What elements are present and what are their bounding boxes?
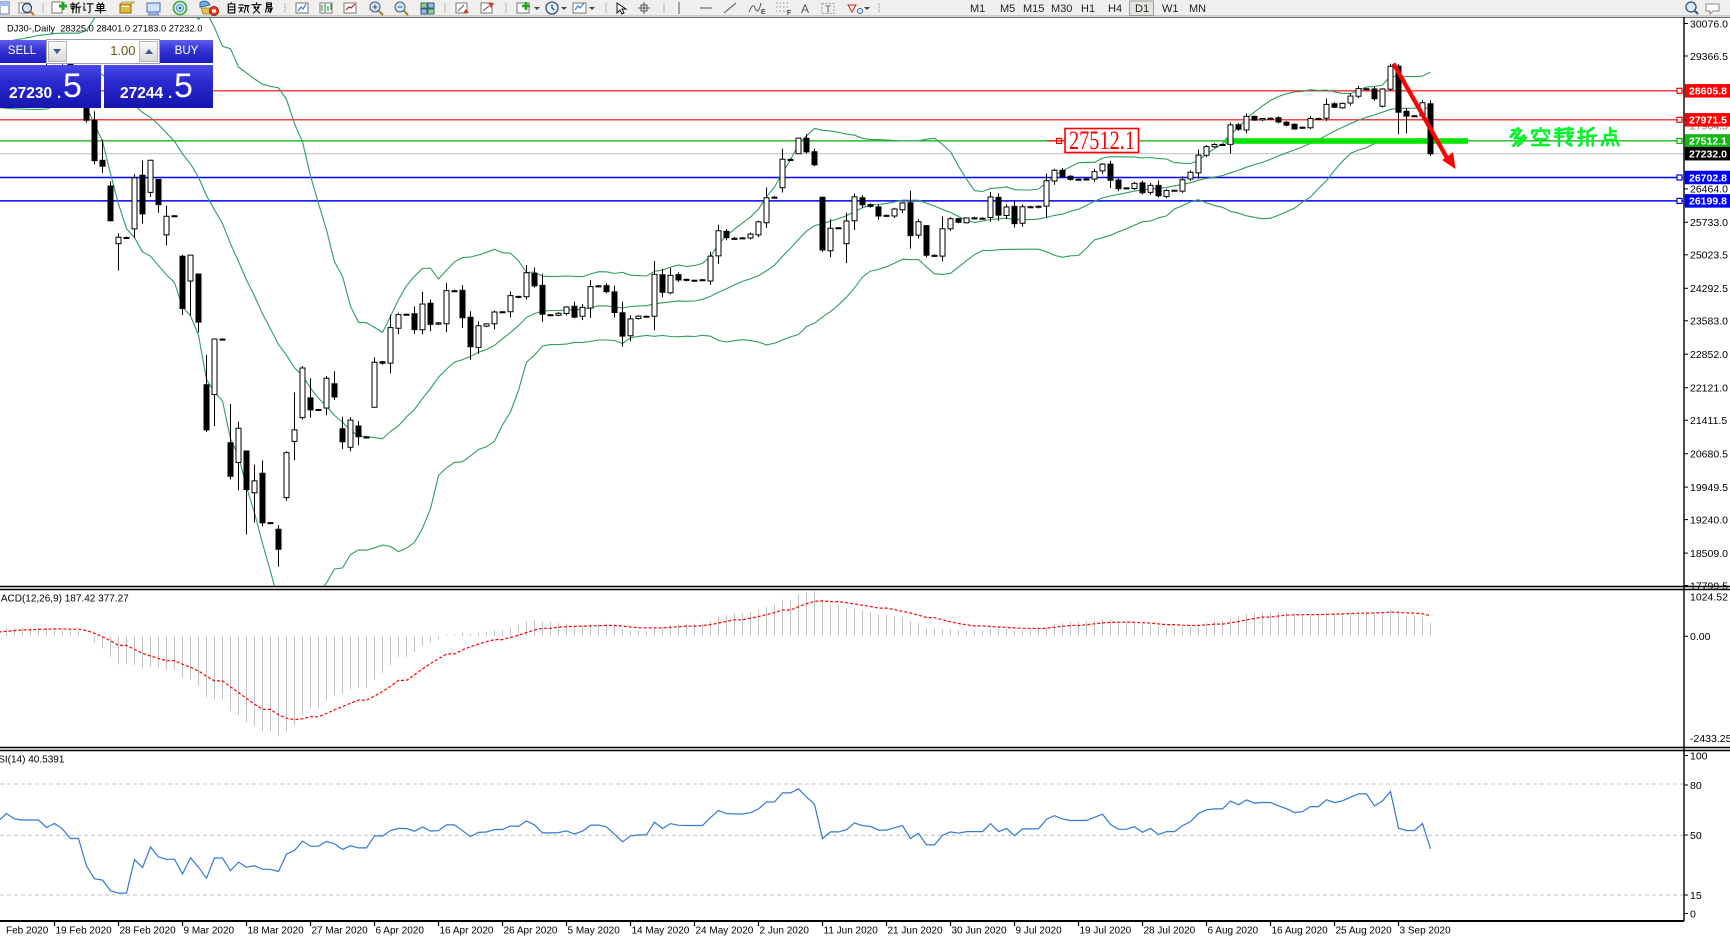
svg-text:H4: H4	[1108, 3, 1122, 15]
svg-text:26702.8: 26702.8	[1689, 172, 1727, 184]
svg-text:19240.0: 19240.0	[1690, 514, 1728, 526]
svg-text:27232.0: 27232.0	[1689, 149, 1727, 161]
svg-text:D1: D1	[1135, 3, 1149, 15]
svg-text:22121.0: 22121.0	[1690, 383, 1728, 395]
svg-text:DJ30-,Daily 28325.0 28401.0 2: DJ30-,Daily 28325.0 28401.0 27183.0 2723…	[7, 24, 202, 34]
svg-text:6 Aug 2020: 6 Aug 2020	[1208, 926, 1259, 937]
svg-text:15: 15	[1690, 890, 1702, 902]
svg-text:E: E	[761, 9, 766, 16]
svg-text:26 Apr 2020: 26 Apr 2020	[504, 926, 558, 937]
svg-text:F: F	[787, 10, 791, 17]
svg-text:26464.0: 26464.0	[1690, 184, 1728, 196]
svg-text:26199.8: 26199.8	[1689, 196, 1727, 208]
svg-text:100: 100	[1690, 750, 1708, 762]
svg-text:T: T	[825, 5, 831, 16]
svg-text:M1: M1	[970, 3, 985, 15]
svg-text:16 Apr 2020: 16 Apr 2020	[440, 926, 494, 937]
svg-text:24 May 2020: 24 May 2020	[696, 926, 754, 937]
svg-text:M15: M15	[1023, 3, 1044, 15]
svg-text:Feb 2020: Feb 2020	[6, 926, 49, 937]
svg-text:50: 50	[1690, 830, 1702, 842]
svg-text:18 Mar 2020: 18 Mar 2020	[248, 926, 305, 937]
svg-text:27971.5: 27971.5	[1689, 115, 1727, 127]
svg-text:9 Mar 2020: 9 Mar 2020	[184, 926, 235, 937]
svg-text:28605.8: 28605.8	[1689, 86, 1727, 98]
svg-text:0: 0	[1690, 908, 1696, 920]
svg-text:MACD(12,26,9) 187.42 377.27: MACD(12,26,9) 187.42 377.27	[0, 594, 129, 605]
svg-text:30076.0: 30076.0	[1690, 18, 1728, 30]
svg-text:MN: MN	[1189, 3, 1206, 15]
svg-text:0.00: 0.00	[1690, 631, 1711, 643]
svg-text:27512.1: 27512.1	[1689, 136, 1727, 148]
svg-text:19 Jul 2020: 19 Jul 2020	[1080, 926, 1132, 937]
svg-text:30 Jun 2020: 30 Jun 2020	[952, 926, 1007, 937]
svg-text:19 Feb 2020: 19 Feb 2020	[56, 926, 113, 937]
svg-text:14 May 2020: 14 May 2020	[632, 926, 690, 937]
svg-text:19949.5: 19949.5	[1690, 482, 1728, 494]
svg-text:22852.0: 22852.0	[1690, 349, 1728, 361]
svg-text:-2433.25: -2433.25	[1690, 733, 1730, 745]
svg-text:24292.5: 24292.5	[1690, 283, 1728, 295]
svg-text:1024.52: 1024.52	[1690, 592, 1728, 604]
svg-text:23583.0: 23583.0	[1690, 316, 1728, 328]
svg-text:80: 80	[1690, 780, 1702, 792]
svg-text:M30: M30	[1051, 3, 1072, 15]
svg-text:9 Jul 2020: 9 Jul 2020	[1016, 926, 1063, 937]
svg-text:3 Sep 2020: 3 Sep 2020	[1400, 926, 1452, 937]
svg-text:18509.0: 18509.0	[1690, 548, 1728, 560]
svg-text:25 Aug 2020: 25 Aug 2020	[1336, 926, 1393, 937]
svg-text:H1: H1	[1081, 3, 1095, 15]
svg-text:27512.1: 27512.1	[1069, 126, 1135, 155]
svg-text:A: A	[801, 2, 809, 16]
svg-text:21411.5: 21411.5	[1690, 415, 1727, 427]
svg-text:28 Feb 2020: 28 Feb 2020	[120, 926, 177, 937]
svg-text:25023.5: 25023.5	[1690, 250, 1728, 262]
svg-text:17799.5: 17799.5	[1690, 580, 1728, 592]
svg-text:25733.0: 25733.0	[1690, 217, 1728, 229]
svg-text:20680.5: 20680.5	[1690, 449, 1728, 461]
svg-text:W1: W1	[1162, 3, 1179, 15]
svg-text:5 May 2020: 5 May 2020	[568, 926, 621, 937]
svg-text:28 Jul 2020: 28 Jul 2020	[1144, 926, 1196, 937]
svg-text:RSI(14) 40.5391: RSI(14) 40.5391	[0, 755, 65, 766]
svg-text:6 Apr 2020: 6 Apr 2020	[376, 926, 425, 937]
svg-text:M5: M5	[1000, 3, 1015, 15]
svg-text:11 Jun 2020: 11 Jun 2020	[824, 926, 879, 937]
svg-text:2 Jun 2020: 2 Jun 2020	[760, 926, 810, 937]
svg-text:27 Mar 2020: 27 Mar 2020	[312, 926, 369, 937]
svg-text:29366.5: 29366.5	[1690, 51, 1728, 63]
svg-text:21 Jun 2020: 21 Jun 2020	[888, 926, 943, 937]
svg-text:16 Aug 2020: 16 Aug 2020	[1272, 926, 1329, 937]
